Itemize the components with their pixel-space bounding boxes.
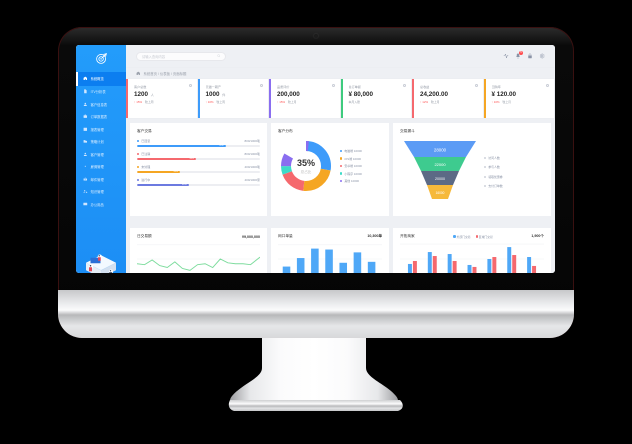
svg-text:总占比: 总占比 (301, 169, 312, 174)
svg-text:22000: 22000 (434, 162, 446, 167)
svg-text:20000: 20000 (435, 177, 445, 181)
svg-text:16000: 16000 (436, 191, 445, 195)
svg-text:28000: 28000 (434, 148, 447, 153)
svg-text:35%: 35% (297, 158, 315, 168)
